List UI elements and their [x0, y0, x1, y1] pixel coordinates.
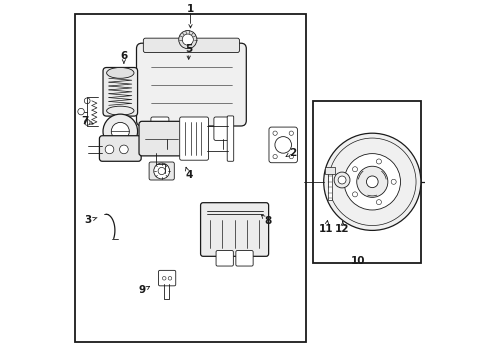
Circle shape [356, 166, 387, 197]
Bar [312, 101, 420, 263]
FancyBboxPatch shape [149, 162, 174, 180]
Circle shape [352, 167, 357, 172]
Text: 6: 6 [120, 51, 127, 61]
Text: 12: 12 [334, 224, 349, 234]
Circle shape [103, 114, 137, 149]
Circle shape [105, 145, 114, 154]
Text: 3: 3 [84, 215, 91, 225]
FancyBboxPatch shape [268, 127, 297, 163]
Text: 4: 4 [184, 170, 192, 180]
Text: 1: 1 [186, 4, 194, 14]
Circle shape [78, 108, 84, 115]
Circle shape [182, 34, 193, 45]
Circle shape [162, 276, 166, 280]
FancyBboxPatch shape [99, 136, 141, 161]
FancyBboxPatch shape [213, 117, 231, 140]
Circle shape [337, 176, 346, 184]
Bar [75, 14, 305, 342]
Text: 10: 10 [350, 256, 365, 266]
Circle shape [344, 154, 400, 210]
Circle shape [84, 120, 90, 125]
Circle shape [366, 176, 377, 188]
FancyBboxPatch shape [143, 38, 239, 53]
Bar [327, 173, 331, 200]
Circle shape [376, 159, 381, 164]
Text: 11: 11 [318, 224, 332, 234]
Text: 8: 8 [264, 216, 271, 226]
Circle shape [323, 133, 420, 230]
FancyBboxPatch shape [139, 121, 184, 156]
Bar [324, 167, 334, 174]
FancyBboxPatch shape [179, 117, 208, 160]
FancyBboxPatch shape [227, 116, 233, 161]
Ellipse shape [106, 106, 134, 115]
Circle shape [158, 167, 165, 175]
FancyBboxPatch shape [216, 251, 233, 266]
Circle shape [153, 163, 169, 179]
Circle shape [333, 172, 349, 188]
Circle shape [168, 276, 171, 280]
Text: 7: 7 [81, 116, 88, 126]
Circle shape [288, 131, 293, 135]
FancyBboxPatch shape [200, 203, 268, 256]
Ellipse shape [106, 68, 134, 78]
FancyBboxPatch shape [103, 68, 137, 116]
FancyBboxPatch shape [235, 251, 253, 266]
Circle shape [120, 145, 128, 154]
Text: 5: 5 [184, 44, 192, 54]
Circle shape [288, 154, 293, 159]
FancyBboxPatch shape [136, 43, 246, 126]
Circle shape [272, 131, 277, 135]
Text: 9: 9 [138, 285, 145, 295]
FancyBboxPatch shape [151, 117, 168, 140]
Circle shape [178, 31, 197, 49]
Circle shape [274, 136, 291, 153]
Circle shape [84, 98, 90, 104]
FancyBboxPatch shape [158, 270, 175, 286]
Circle shape [352, 192, 357, 197]
Circle shape [390, 179, 395, 184]
Circle shape [376, 199, 381, 204]
Text: 2: 2 [289, 148, 296, 158]
Circle shape [272, 154, 277, 159]
Circle shape [111, 122, 129, 140]
